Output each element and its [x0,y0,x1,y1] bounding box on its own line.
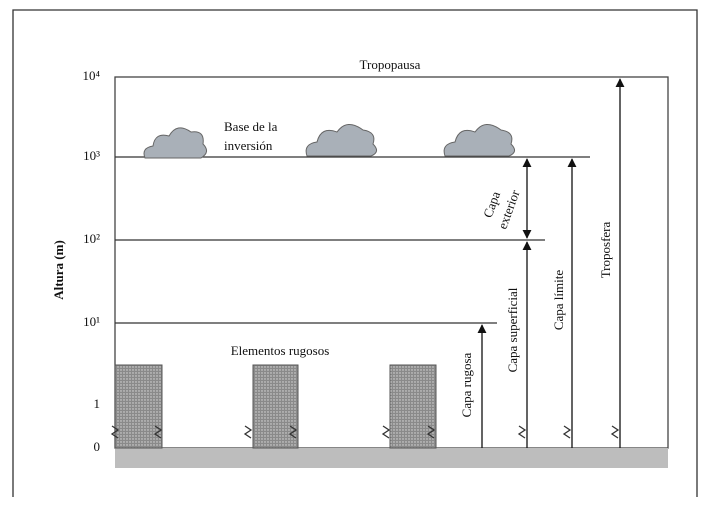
roughness-elements [115,365,436,448]
tick-label: 10¹ [83,314,100,329]
tick-label: 0 [94,439,101,454]
axis-title: Altura (m) [51,240,66,300]
tick-label: 10⁴ [82,68,100,83]
roughness-label: Elementos rugosos [231,343,330,358]
tick-label: 10² [83,231,100,246]
tick-label: 10³ [83,148,100,163]
layer-label: Capa superficial [505,287,520,372]
squiggles [112,426,618,438]
inversion-label: Base de la [224,119,278,134]
layer-label: Capa rugosa [459,352,474,417]
diagram: Tropopausa Altura (m) 10⁴ 10³ 10² 10¹ 1 … [0,0,709,508]
layer-label: Troposfera [598,221,613,278]
inversion-label: inversión [224,138,273,153]
clouds [144,124,515,158]
tick-label: 1 [94,396,101,411]
layer-label: Capa límite [551,270,566,331]
title: Tropopausa [360,57,421,72]
ground [115,448,668,468]
